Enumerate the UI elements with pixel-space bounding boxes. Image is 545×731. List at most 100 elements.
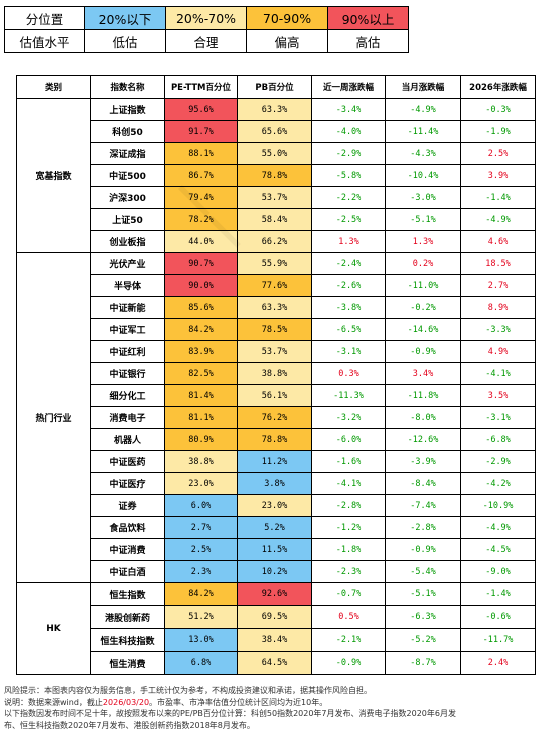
pb-percentile: 55.0% (238, 143, 312, 165)
pb-percentile: 78.5% (238, 319, 312, 341)
week-change: -2.3% (312, 561, 386, 583)
week-change: -4.0% (312, 121, 386, 143)
week-change: -6.0% (312, 429, 386, 451)
ytd-change: -0.6% (461, 606, 536, 629)
short-history-note: 以下指数因发布时间不足十年，故按照发布以来的PE/PB百分位计算：科创50指数2… (4, 708, 540, 720)
index-name: 机器人 (91, 429, 165, 451)
month-change: 3.4% (386, 363, 461, 385)
month-change: -0.2% (386, 297, 461, 319)
ytd-change: -1.9% (461, 121, 536, 143)
pe-percentile: 79.4% (165, 187, 238, 209)
pb-percentile: 38.4% (238, 629, 312, 652)
month-change: -6.3% (386, 606, 461, 629)
index-name: 创业板指 (91, 231, 165, 253)
ytd-change: -6.8% (461, 429, 536, 451)
ytd-change: -3.1% (461, 407, 536, 429)
month-change: -5.2% (386, 629, 461, 652)
risk-note: 风险提示：本图表内容仅为服务信息，手工统计仅为参考，不构成投资建议和承诺，据其操… (4, 685, 540, 697)
legend-top-range: 90%以上 (328, 7, 409, 30)
pe-percentile: 2.7% (165, 517, 238, 539)
index-name: 恒生指数 (91, 583, 165, 606)
cutoff-date: 2026/03/20 (103, 698, 149, 707)
pb-percentile: 53.7% (238, 187, 312, 209)
pb-percentile: 63.3% (238, 99, 312, 121)
ytd-change: -4.9% (461, 209, 536, 231)
pe-percentile: 2.5% (165, 539, 238, 561)
index-name: 上证50 (91, 209, 165, 231)
pb-percentile: 69.5% (238, 606, 312, 629)
ytd-change: -1.4% (461, 187, 536, 209)
month-change: -3.0% (386, 187, 461, 209)
week-change: 1.3% (312, 231, 386, 253)
valuation-table: 类别 指数名称 PE-TTM百分位 PB百分位 近一周涨跌幅 当月涨跌幅 202… (16, 75, 536, 675)
week-change: -2.6% (312, 275, 386, 297)
pb-percentile: 5.2% (238, 517, 312, 539)
week-change: 0.5% (312, 606, 386, 629)
month-change: -0.9% (386, 539, 461, 561)
week-change: -2.8% (312, 495, 386, 517)
source-note: 说明：数据来源wind，截止2026/03/20。市盈率、市净率估值分位统计区间… (4, 697, 540, 709)
ytd-change: 3.5% (461, 385, 536, 407)
ytd-change: -4.1% (461, 363, 536, 385)
header-pb-percentile: PB百分位 (238, 76, 312, 99)
month-change: -3.9% (386, 451, 461, 473)
index-name: 消费电子 (91, 407, 165, 429)
ytd-change: 8.9% (461, 297, 536, 319)
pe-percentile: 2.3% (165, 561, 238, 583)
pe-percentile: 90.7% (165, 253, 238, 275)
ytd-change: -9.0% (461, 561, 536, 583)
month-change: -11.8% (386, 385, 461, 407)
pe-percentile: 6.0% (165, 495, 238, 517)
ytd-change: -1.4% (461, 583, 536, 606)
week-change: -2.5% (312, 209, 386, 231)
header-pe-percentile: PE-TTM百分位 (165, 76, 238, 99)
pe-percentile: 91.7% (165, 121, 238, 143)
pb-percentile: 64.5% (238, 652, 312, 675)
legend-low-level: 低估 (85, 30, 166, 53)
index-name: 沪深300 (91, 187, 165, 209)
pe-percentile: 6.8% (165, 652, 238, 675)
ytd-change: -10.9% (461, 495, 536, 517)
index-name: 食品饮料 (91, 517, 165, 539)
month-change: -8.4% (386, 473, 461, 495)
month-change: -8.0% (386, 407, 461, 429)
pe-percentile: 80.9% (165, 429, 238, 451)
month-change: 1.3% (386, 231, 461, 253)
month-change: -11.0% (386, 275, 461, 297)
month-change: -11.4% (386, 121, 461, 143)
header-category: 类别 (17, 76, 91, 99)
category-cell: 热门行业 (17, 253, 91, 583)
ytd-change: -3.3% (461, 319, 536, 341)
category-cell: HK (17, 583, 91, 675)
notes: 风险提示：本图表内容仅为服务信息，手工统计仅为参考，不构成投资建议和承诺，据其操… (4, 685, 540, 731)
week-change: -6.5% (312, 319, 386, 341)
header-index-name: 指数名称 (91, 76, 165, 99)
pb-percentile: 77.6% (238, 275, 312, 297)
pe-percentile: 44.0% (165, 231, 238, 253)
legend-high-level: 偏高 (247, 30, 328, 53)
week-change: -1.6% (312, 451, 386, 473)
week-change: -2.2% (312, 187, 386, 209)
week-change: -11.3% (312, 385, 386, 407)
pb-percentile: 55.9% (238, 253, 312, 275)
ytd-change: 4.9% (461, 341, 536, 363)
pb-percentile: 23.0% (238, 495, 312, 517)
pe-percentile: 78.2% (165, 209, 238, 231)
ytd-change: -4.9% (461, 517, 536, 539)
pb-percentile: 38.8% (238, 363, 312, 385)
legend-row-percentile: 分位置 20%以下 20%-70% 70-90% 90%以上 (5, 7, 409, 30)
table-header-row: 类别 指数名称 PE-TTM百分位 PB百分位 近一周涨跌幅 当月涨跌幅 202… (17, 76, 536, 99)
index-name: 深证成指 (91, 143, 165, 165)
